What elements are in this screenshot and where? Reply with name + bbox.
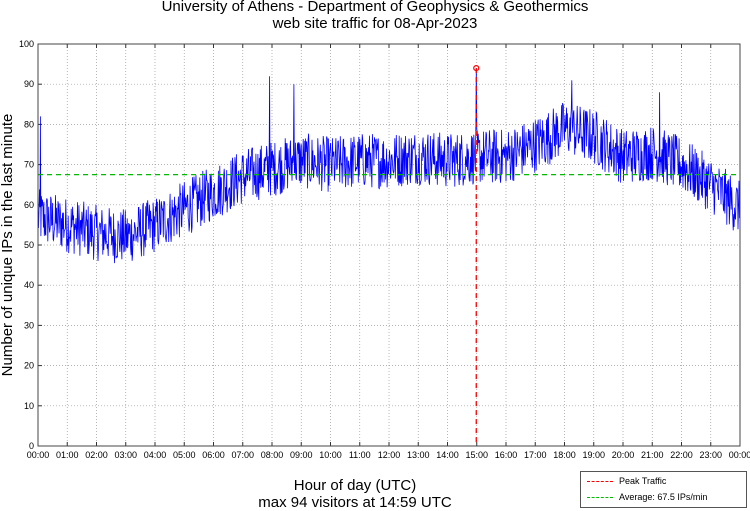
y-tick-label: 100 [19, 39, 34, 49]
x-tick-label: 08:00 [261, 450, 284, 460]
legend: Peak Traffic Average: 67.5 IPs/min [580, 471, 747, 508]
x-tick-label: 23:00 [699, 450, 722, 460]
x-tick-label: 07:00 [231, 450, 254, 460]
peak-marker [473, 65, 480, 72]
legend-peak-label: Peak Traffic [619, 476, 667, 486]
x-axis-label: Hour of day (UTC) [293, 477, 417, 494]
y-tick-label: 70 [24, 160, 34, 170]
x-tick-label: 11:00 [349, 450, 371, 460]
y-tick-label: 0 [29, 441, 34, 451]
x-tick-label: 00:00 [729, 450, 750, 460]
chart-subtitle: max 94 visitors at 14:59 UTC [258, 494, 452, 511]
x-tick-label: 22:00 [670, 450, 693, 460]
x-tick-label: 19:00 [582, 450, 605, 460]
x-tick-label: 14:00 [436, 450, 459, 460]
average-line-swatch [587, 496, 613, 498]
legend-peak: Peak Traffic [587, 476, 666, 486]
x-tick-label: 00:00 [27, 450, 50, 460]
y-tick-label: 30 [24, 320, 34, 330]
x-tick-label: 17:00 [524, 450, 547, 460]
x-tick-label: 18:00 [553, 450, 576, 460]
legend-average-label: Average: 67.5 IPs/min [619, 492, 708, 502]
y-tick-label: 60 [24, 200, 34, 210]
y-tick-label: 10 [24, 401, 34, 411]
x-tick-label: 13:00 [407, 450, 430, 460]
y-tick-label: 50 [24, 240, 34, 250]
x-tick-label: 02:00 [85, 450, 108, 460]
y-tick-label: 40 [24, 280, 34, 290]
traffic-series-line [37, 68, 740, 264]
x-tick-label: 10:00 [319, 450, 342, 460]
x-tick-label: 20:00 [612, 450, 635, 460]
x-tick-label: 04:00 [144, 450, 167, 460]
legend-average: Average: 67.5 IPs/min [587, 492, 707, 502]
y-tick-label: 80 [24, 119, 34, 129]
y-tick-label: 90 [24, 79, 34, 89]
x-tick-label: 09:00 [290, 450, 313, 460]
x-tick-label: 12:00 [378, 450, 401, 460]
peak-line-swatch [587, 480, 613, 482]
x-tick-label: 05:00 [173, 450, 196, 460]
x-tick-label: 03:00 [114, 450, 137, 460]
x-tick-label: 15:00 [465, 450, 488, 460]
y-axis-label: Number of unique IPs in the last minute [0, 114, 16, 377]
chart-title-line2: web site traffic for 08-Apr-2023 [272, 15, 478, 32]
x-tick-label: 01:00 [56, 450, 79, 460]
x-tick-label: 06:00 [202, 450, 225, 460]
y-tick-label: 20 [24, 361, 34, 371]
chart-title-line1: University of Athens - Department of Geo… [161, 0, 589, 15]
x-tick-label: 21:00 [641, 450, 664, 460]
plot-frame [37, 43, 741, 447]
x-tick-label: 16:00 [495, 450, 518, 460]
